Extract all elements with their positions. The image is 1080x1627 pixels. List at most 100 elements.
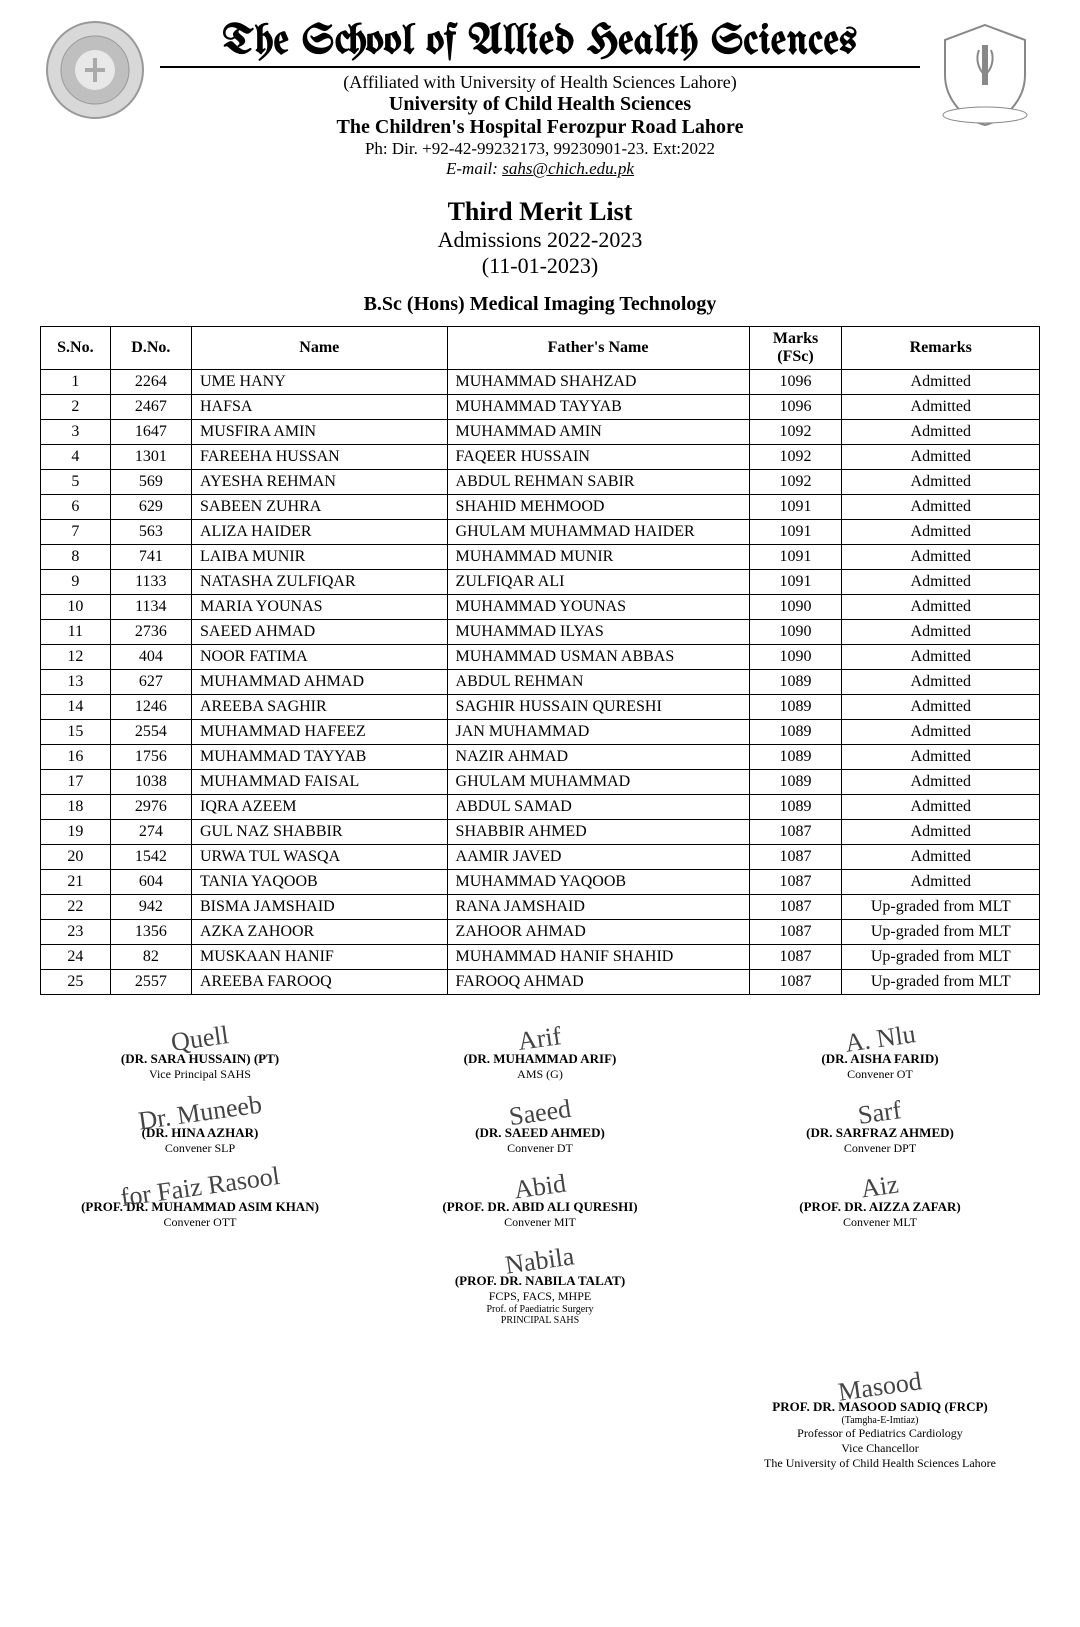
table-cell: Admitted (842, 695, 1040, 720)
signature-block: Sarf(DR. SARFRAZ AHMED)Convener DPT (806, 1104, 954, 1156)
hospital-line: The Children's Hospital Ferozpur Road La… (160, 116, 920, 139)
sig-line4: The University of Child Health Sciences … (720, 1456, 1040, 1471)
table-cell: 1087 (749, 845, 842, 870)
table-cell: MUHAMMAD HANIF SHAHID (447, 945, 749, 970)
sig-role: Convener DT (475, 1141, 605, 1156)
col-sno: S.No. (41, 327, 111, 370)
signature-block: Abid(PROF. DR. ABID ALI QURESHI)Convener… (442, 1178, 637, 1230)
email-label: E-mail: (446, 159, 498, 178)
sig-role: AMS (G) (464, 1067, 617, 1082)
table-cell: AYESHA REHMAN (192, 470, 448, 495)
table-cell: MARIA YOUNAS (192, 595, 448, 620)
table-row: 12404NOOR FATIMAMUHAMMAD USMAN ABBAS1090… (41, 645, 1040, 670)
table-cell: 1133 (110, 570, 191, 595)
table-cell: UME HANY (192, 370, 448, 395)
table-cell: 1089 (749, 720, 842, 745)
table-cell: JAN MUHAMMAD (447, 720, 749, 745)
table-cell: MUHAMMAD AHMAD (192, 670, 448, 695)
table-cell: 1087 (749, 870, 842, 895)
sig-col-mid: Arif(DR. MUHAMMAD ARIF)AMS (G) Saeed(DR. … (380, 1030, 700, 1348)
table-cell: ABDUL SAMAD (447, 795, 749, 820)
table-cell: GHULAM MUHAMMAD (447, 770, 749, 795)
table-cell: Admitted (842, 845, 1040, 870)
signature-block: Aiz(PROF. DR. AIZZA ZAFAR)Convener MLT (799, 1178, 960, 1230)
table-cell: 1089 (749, 745, 842, 770)
sig-role: Convener MLT (799, 1215, 960, 1230)
table-cell: ZAHOOR AHMAD (447, 920, 749, 945)
table-cell: Admitted (842, 820, 1040, 845)
table-cell: Admitted (842, 495, 1040, 520)
table-cell: FAROOQ AHMAD (447, 970, 749, 995)
table-cell: 5 (41, 470, 111, 495)
signature-scribble: Aiz (860, 1175, 900, 1198)
signature-scribble: Nabila (504, 1247, 575, 1275)
sig-role: Convener SLP (138, 1141, 262, 1156)
table-row: 12264UME HANYMUHAMMAD SHAHZAD1096Admitte… (41, 370, 1040, 395)
phone-line: Ph: Dir. +92-42-99232173, 99230901-23. E… (160, 139, 920, 159)
signature-scribble: A. Nlu (844, 1025, 917, 1053)
sig-role: PRINCIPAL SAHS (455, 1315, 625, 1326)
table-cell: 1090 (749, 645, 842, 670)
table-cell: 1246 (110, 695, 191, 720)
table-cell: 1356 (110, 920, 191, 945)
signature-block: A. Nlu(DR. AISHA FARID)Convener OT (821, 1030, 938, 1082)
table-cell: 1089 (749, 695, 842, 720)
table-cell: GHULAM MUHAMMAD HAIDER (447, 520, 749, 545)
signature-scribble: Abid (513, 1174, 567, 1199)
signature-block: Saeed(DR. SAEED AHMED)Convener DT (475, 1104, 605, 1156)
table-row: 112736SAEED AHMADMUHAMMAD ILYAS1090Admit… (41, 620, 1040, 645)
table-cell: 24 (41, 945, 111, 970)
table-cell: AREEBA FAROOQ (192, 970, 448, 995)
table-cell: NAZIR AHMAD (447, 745, 749, 770)
signature-block: Arif(DR. MUHAMMAD ARIF)AMS (G) (464, 1030, 617, 1082)
table-row: 161756MUHAMMAD TAYYABNAZIR AHMAD1089Admi… (41, 745, 1040, 770)
merit-table: S.No. D.No. Name Father's Name Marks (FS… (40, 326, 1040, 995)
table-cell: 1134 (110, 595, 191, 620)
table-cell: 1092 (749, 445, 842, 470)
table-cell: RANA JAMSHAID (447, 895, 749, 920)
sig-name: (DR. SAEED AHMED) (475, 1125, 605, 1141)
table-cell: MUHAMMAD YOUNAS (447, 595, 749, 620)
table-cell: 1092 (749, 470, 842, 495)
table-cell: 82 (110, 945, 191, 970)
table-cell: 1087 (749, 820, 842, 845)
table-cell: 1756 (110, 745, 191, 770)
table-cell: 18 (41, 795, 111, 820)
sig-name: (PROF. DR. ABID ALI QURESHI) (442, 1199, 637, 1215)
table-cell: 11 (41, 620, 111, 645)
sig-name: (PROF. DR. AIZZA ZAFAR) (799, 1199, 960, 1215)
table-cell: 1542 (110, 845, 191, 870)
table-cell: Admitted (842, 745, 1040, 770)
table-row: 21604TANIA YAQOOBMUHAMMAD YAQOOB1087Admi… (41, 870, 1040, 895)
table-cell: Up-graded from MLT (842, 970, 1040, 995)
table-cell: MUHAMMAD SHAHZAD (447, 370, 749, 395)
sig-role: Convener DPT (806, 1141, 954, 1156)
table-cell: 21 (41, 870, 111, 895)
table-row: 5569AYESHA REHMANABDUL REHMAN SABIR1092A… (41, 470, 1040, 495)
table-cell: ALIZA HAIDER (192, 520, 448, 545)
table-cell: SAEED AHMAD (192, 620, 448, 645)
admissions-session: Admissions 2022-2023 (40, 227, 1040, 253)
table-cell: 1 (41, 370, 111, 395)
table-cell: LAIBA MUNIR (192, 545, 448, 570)
signature-block: Nabila(PROF. DR. NABILA TALAT)FCPS, FACS… (455, 1252, 625, 1326)
email-link[interactable]: sahs@chich.edu.pk (502, 159, 634, 178)
table-cell: Admitted (842, 370, 1040, 395)
table-cell: 1090 (749, 620, 842, 645)
table-cell: MUHAMMAD FAISAL (192, 770, 448, 795)
table-cell: 627 (110, 670, 191, 695)
signature-scribble: Arif (517, 1027, 562, 1051)
table-cell: FAQEER HUSSAIN (447, 445, 749, 470)
document-header: The School of Allied Health Sciences (Af… (40, 20, 1040, 179)
table-row: 2482MUSKAAN HANIFMUHAMMAD HANIF SHAHID10… (41, 945, 1040, 970)
header-center: The School of Allied Health Sciences (Af… (160, 20, 920, 179)
table-cell: 2554 (110, 720, 191, 745)
table-cell: 19 (41, 820, 111, 845)
table-cell: 1090 (749, 595, 842, 620)
seal-icon (45, 20, 145, 120)
affiliation-line: (Affiliated with University of Health Sc… (160, 72, 920, 93)
table-cell: 604 (110, 870, 191, 895)
table-cell: 2736 (110, 620, 191, 645)
table-row: 22942BISMA JAMSHAIDRANA JAMSHAID1087Up-g… (41, 895, 1040, 920)
table-cell: Admitted (842, 445, 1040, 470)
